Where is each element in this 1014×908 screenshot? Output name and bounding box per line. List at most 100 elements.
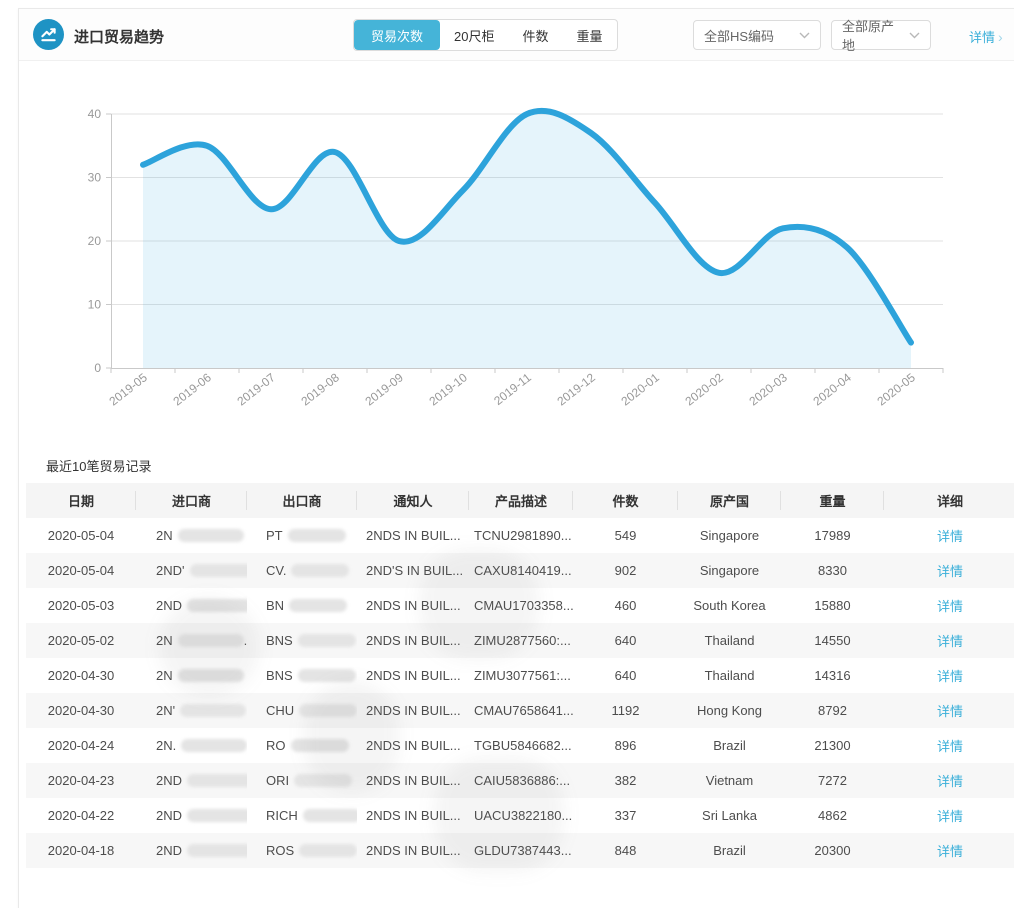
cell-weight: 17989: [814, 528, 851, 543]
cell-origin: Brazil: [713, 843, 746, 858]
cell-importer: 2ND: [136, 763, 247, 798]
hs-code-select[interactable]: 全部HS编码: [693, 20, 821, 50]
tab-weight[interactable]: 重量: [576, 28, 603, 44]
table-row: 2020-04-24 2N. RO 2NDS IN BUIL... TGBU584668…: [26, 728, 1014, 763]
redacted-text: [187, 844, 247, 857]
cell-origin: Brazil: [713, 738, 746, 753]
cell-exporter: ORI: [247, 763, 357, 798]
redacted-text: [297, 669, 356, 682]
row-detail-link[interactable]: 详情: [936, 669, 963, 684]
cell-origin: Singapore: [699, 563, 760, 578]
x-axis-tick-label: 2019-06: [171, 370, 215, 408]
cell-pieces: 896: [614, 738, 637, 753]
cell-importer: 2ND: [136, 798, 247, 833]
header-detail-link[interactable]: 详情 ›: [969, 27, 1003, 46]
cell-detail: 详情: [884, 623, 1014, 658]
cell-origin: Hong Kong: [696, 703, 763, 718]
cell-date: 2020-04-24: [47, 738, 115, 753]
trade-records-table: 日期 进口商 出口商 通知人 产品描述 件数 原产国 重量 详细 2020-05-04 2N PT 2…: [26, 483, 1014, 868]
cell-notify: 2NDS IN BUIL...: [366, 843, 461, 858]
cell-weight: 14316: [814, 668, 851, 683]
y-axis-tick-label: 20: [88, 234, 102, 248]
table-row: 2020-05-02 2N. BNS 2NDS IN BUIL... ZIMU28775…: [26, 623, 1014, 658]
column-header-0: 日期: [26, 483, 136, 518]
x-axis-tick-label: 2020-01: [619, 370, 663, 408]
cell-importer: 2N: [136, 658, 247, 693]
cell-date: 2020-05-04: [47, 563, 115, 578]
x-axis-tick-label: 2019-10: [427, 370, 471, 408]
cell-product: GLDU7387443...: [474, 843, 572, 858]
cell-date: 2020-04-18: [47, 843, 115, 858]
tab-trade-count[interactable]: 贸易次数: [354, 20, 441, 50]
table-row: 2020-05-03 2ND BN 2NDS IN BUIL... CMAU170335…: [26, 588, 1014, 623]
cell-product: CAIU5836886:...: [474, 773, 571, 788]
cell-exporter: RICH: [247, 798, 357, 833]
cell-origin: Thailand: [704, 668, 755, 683]
cell-detail: 详情: [884, 833, 1014, 868]
cell-date: 2020-05-02: [47, 633, 115, 648]
cell-detail: 详情: [884, 518, 1014, 553]
cell-pieces: 902: [614, 563, 637, 578]
cell-product: ZIMU2877560:...: [474, 633, 571, 648]
table-row: 2020-05-04 2N PT 2NDS IN BUIL... TCNU2981890…: [26, 518, 1014, 553]
x-axis-tick-label: 2019-08: [299, 370, 343, 408]
row-detail-link[interactable]: 详情: [936, 739, 963, 754]
cell-notify: 2NDS IN BUIL...: [366, 633, 461, 648]
table-row: 2020-04-23 2ND ORI 2NDS IN BUIL... CAIU58368…: [26, 763, 1014, 798]
cell-pieces: 460: [614, 598, 637, 613]
cell-exporter: BN: [247, 588, 357, 623]
redacted-text: [287, 529, 346, 542]
row-detail-link[interactable]: 详情: [936, 774, 963, 789]
trend-chart-icon: [33, 19, 64, 50]
x-axis-tick-label: 2019-09: [363, 370, 407, 408]
row-detail-link[interactable]: 详情: [936, 564, 963, 579]
cell-pieces: 382: [614, 773, 637, 788]
redacted-text: [189, 564, 247, 577]
x-axis-tick-label: 2019-12: [555, 370, 599, 408]
x-axis-tick-label: 2019-05: [107, 370, 151, 408]
row-detail-link[interactable]: 详情: [936, 599, 963, 614]
row-detail-link[interactable]: 详情: [936, 704, 963, 719]
column-header-7: 重量: [781, 483, 884, 518]
cell-product: TCNU2981890...: [474, 528, 572, 543]
cell-importer: 2N': [136, 693, 247, 728]
cell-notify: 2NDS IN BUIL...: [366, 668, 461, 683]
tab-20ft-container[interactable]: 20尺柜: [454, 28, 495, 44]
tab-pieces[interactable]: 件数: [522, 28, 549, 44]
trend-chart-svg: 0 10 20 30 40 2019-05 2019-06 2019-07 2019-08 201…: [88, 107, 944, 408]
y-axis-tick-label: 0: [94, 361, 101, 375]
table-header-row: 日期 进口商 出口商 通知人 产品描述 件数 原产国 重量 详细: [26, 483, 1014, 518]
row-detail-link[interactable]: 详情: [936, 634, 963, 649]
series-line: [140, 107, 914, 346]
row-detail-link[interactable]: 详情: [936, 809, 963, 824]
hs-code-select-value: 全部HS编码: [704, 28, 775, 44]
cell-exporter: ROS: [247, 833, 357, 868]
cell-importer: 2ND: [136, 588, 247, 623]
cell-weight: 20300: [814, 843, 851, 858]
column-header-1: 进口商: [136, 483, 247, 518]
redacted-text: [187, 774, 247, 787]
cell-exporter: RO: [247, 728, 357, 763]
cell-notify: 2NDS IN BUIL...: [366, 773, 461, 788]
cell-pieces: 337: [614, 808, 637, 823]
cell-origin: Thailand: [704, 633, 755, 648]
redacted-text: [289, 599, 348, 612]
cell-notify: 2NDS IN BUIL...: [366, 738, 461, 753]
origin-select[interactable]: 全部原产地: [831, 19, 931, 53]
header-detail-link-label: 详情: [969, 30, 996, 45]
cell-date: 2020-04-22: [47, 808, 115, 823]
redacted-text: [299, 704, 357, 717]
redacted-text: [297, 634, 356, 647]
cell-exporter: PT: [247, 518, 357, 553]
row-detail-link[interactable]: 详情: [936, 844, 963, 859]
cell-date: 2020-05-04: [47, 528, 115, 543]
cell-importer: 2ND': [136, 553, 247, 588]
redacted-text: [291, 564, 350, 577]
row-detail-link[interactable]: 详情: [936, 529, 963, 544]
cell-importer: 2N: [136, 518, 247, 553]
cell-exporter: BNS: [247, 658, 357, 693]
column-header-8: 详细: [884, 483, 1014, 518]
table-row: 2020-04-30 2N BNS 2NDS IN BUIL... ZIMU307756…: [26, 658, 1014, 693]
x-axis-tick-label: 2019-07: [235, 370, 279, 408]
table-header: 日期 进口商 出口商 通知人 产品描述 件数 原产国 重量 详细: [26, 483, 1014, 518]
